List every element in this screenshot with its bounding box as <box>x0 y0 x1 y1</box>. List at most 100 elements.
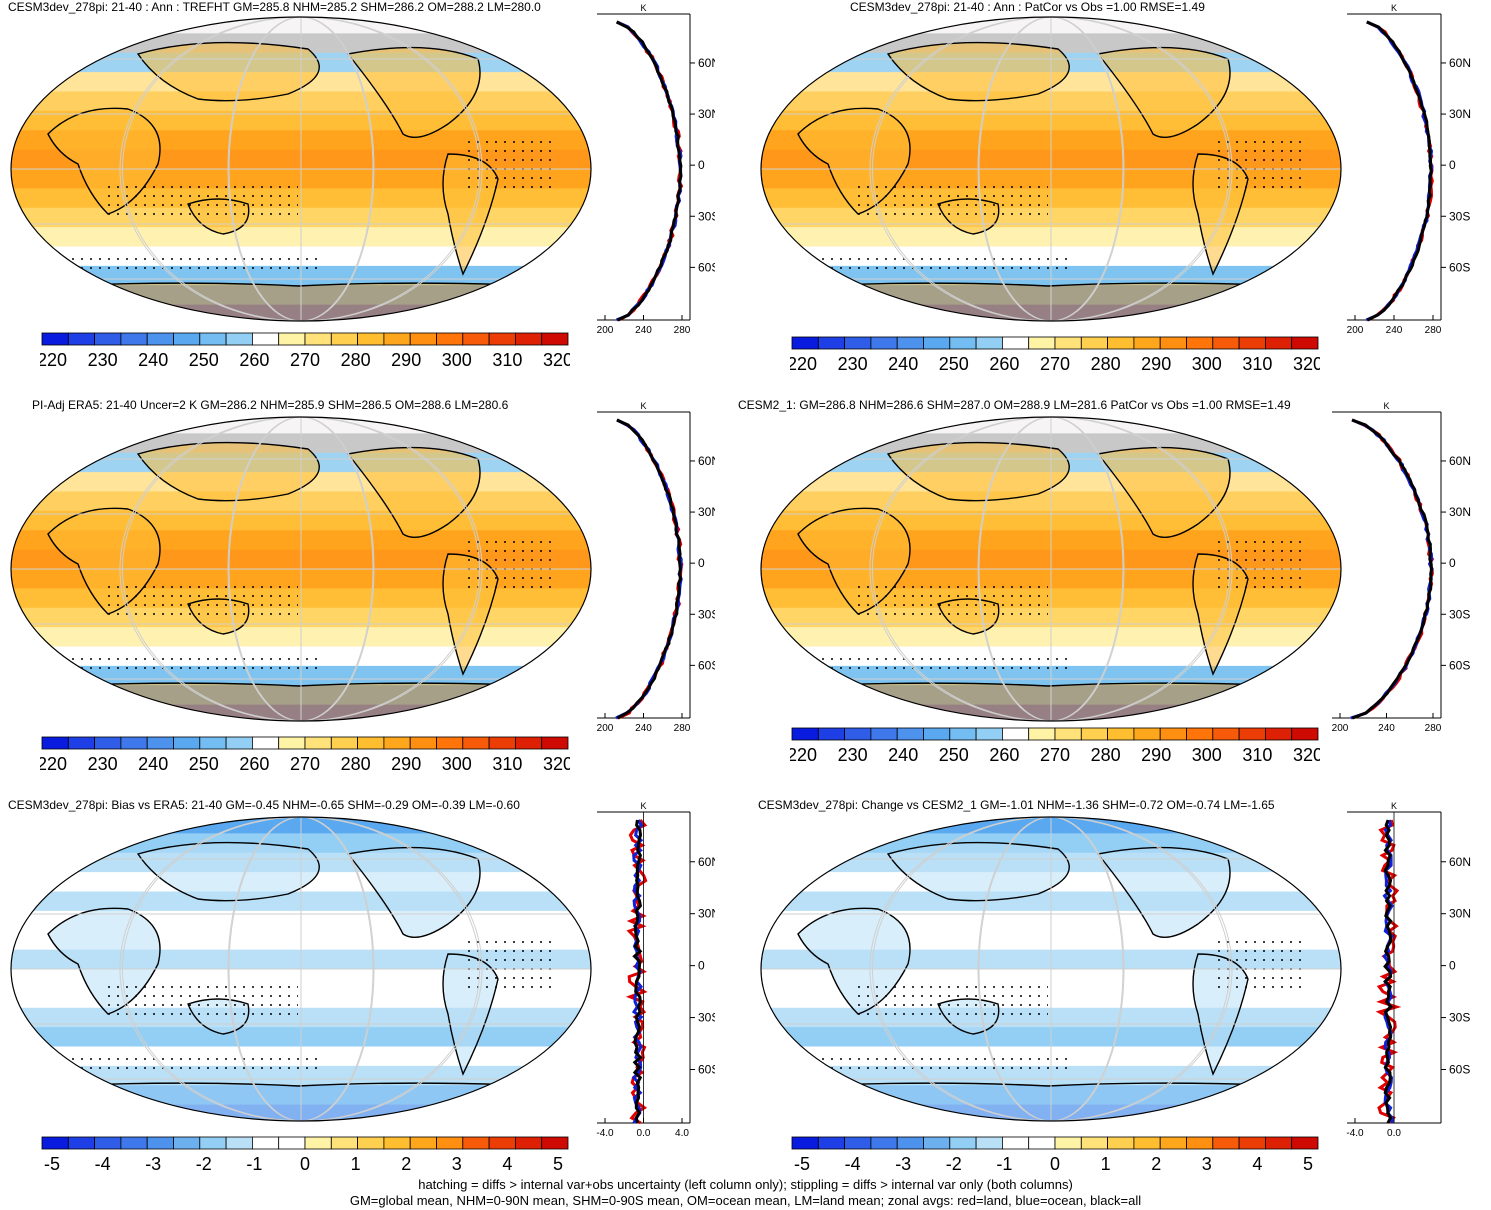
colorbar-label: -3 <box>895 1154 911 1174</box>
colorbar-swatch <box>817 1136 845 1150</box>
colorbar-swatch <box>251 736 280 750</box>
colorbar-label: 240 <box>138 350 168 370</box>
colorbar-swatch <box>844 727 872 741</box>
zonal-lat-label: 0 <box>698 158 705 172</box>
zonal-x-tick: 200 <box>1347 325 1364 336</box>
colorbar-label: 1 <box>1101 1154 1111 1174</box>
colorbar-swatch <box>975 336 1003 350</box>
zonal-x-tick: 200 <box>597 325 614 336</box>
stippling <box>468 134 558 194</box>
panel-title: CESM2_1: GM=286.8 NHM=286.6 SHM=287.0 OM… <box>738 398 1291 412</box>
colorbar-swatch <box>1133 1136 1161 1150</box>
zonal-lat-label: 60S <box>698 260 715 274</box>
zonal-mean-line <box>616 418 683 720</box>
colorbar-swatch <box>1159 1136 1187 1150</box>
zonal-lat-label: 0 <box>698 959 705 973</box>
colorbar-swatch <box>251 332 280 346</box>
colorbar-swatch <box>146 736 174 750</box>
stippling <box>108 984 298 1019</box>
colorbar-label: 240 <box>888 354 918 374</box>
colorbar-swatch <box>278 736 306 750</box>
zonal-mean-line <box>1351 418 1435 720</box>
colorbar-swatch <box>330 736 358 750</box>
zonal-unit-label: K <box>1391 801 1397 811</box>
zonal-mean-plot: K 60N 30N 0 30S 60S -4.0 0.0 <box>1346 801 1471 1139</box>
zonal-lat-label: 30N <box>698 107 715 121</box>
colorbar-label: 300 <box>442 754 472 774</box>
colorbar-swatch <box>1212 336 1240 350</box>
panel-title: CESM3dev_278pi: Bias vs ERA5: 21-40 GM=-… <box>8 798 520 812</box>
zonal-lat-label: 30S <box>698 607 715 621</box>
colorbar-swatch <box>251 1136 280 1150</box>
colorbar-swatch <box>1238 1136 1266 1150</box>
meridian-line <box>121 17 483 321</box>
colorbar-swatch <box>173 332 201 346</box>
colorbar-swatch <box>1107 1136 1135 1150</box>
continent-outline <box>136 841 320 902</box>
colorbar-swatch <box>146 1136 174 1150</box>
colorbar-label: 230 <box>838 745 868 765</box>
colorbar-label: 290 <box>1141 354 1171 374</box>
colorbar-swatch <box>541 736 569 750</box>
zonal-x-tick: 240 <box>635 723 652 734</box>
zonal-lat-label: 60N <box>698 454 715 468</box>
zonal-mean-line <box>1365 20 1434 322</box>
colorbar-swatch <box>173 1136 201 1150</box>
meridian-line <box>871 17 1233 321</box>
zonal-mean-plot: K 60N 30N 0 30S 60S 200 240 280 <box>597 401 715 734</box>
colorbar-swatch <box>1107 727 1135 741</box>
colorbar-swatch <box>436 736 464 750</box>
meridian-line <box>869 817 1231 1121</box>
colorbar-label: 270 <box>290 754 320 774</box>
colorbar-swatch <box>1212 1136 1240 1150</box>
colorbar-label: 310 <box>1242 745 1272 765</box>
stippling <box>108 584 298 619</box>
colorbar-swatch <box>817 336 845 350</box>
colorbar-label: 4 <box>502 1154 512 1174</box>
zonal-lat-label: 30S <box>1449 209 1470 223</box>
zonal-mean-plot: K 60N 30N 0 30S 60S -4.0 0.0 4.0 <box>596 801 715 1139</box>
meridian-line <box>227 17 374 321</box>
colorbar-label: 280 <box>341 350 371 370</box>
colorbar-label: -4 <box>95 1154 111 1174</box>
colorbar-swatch <box>1054 336 1082 350</box>
meridian-line <box>978 17 1125 321</box>
colorbar-swatch <box>1028 727 1056 741</box>
colorbar-swatch <box>357 332 385 346</box>
panel-title: CESM3dev_278pi: 21-40 : Ann : PatCor vs … <box>850 0 1205 14</box>
zonal-mean-plot: K 60N 30N 0 30S 60S 200 240 280 <box>1347 3 1471 336</box>
colorbar-label: 220 <box>40 350 67 370</box>
colorbar-swatch <box>949 727 977 741</box>
colorbar-label: 1 <box>351 1154 361 1174</box>
colorbar-swatch <box>409 736 437 750</box>
colorbar-swatch <box>975 727 1003 741</box>
colorbar-swatch <box>120 1136 148 1150</box>
colorbar-swatch <box>278 332 306 346</box>
map-border <box>10 16 592 322</box>
stippling <box>858 584 1048 619</box>
stippling <box>818 1054 1068 1074</box>
meridian-line <box>871 817 1233 1121</box>
colorbar-swatch <box>383 1136 411 1150</box>
zonal-lat-label: 30N <box>1449 107 1471 121</box>
zonal-mean-line <box>615 20 683 322</box>
colorbar-swatch <box>488 736 516 750</box>
map-panel <box>760 416 1342 722</box>
stippling <box>1218 934 1308 994</box>
meridian-line <box>228 17 375 321</box>
colorbar-swatch <box>436 1136 464 1150</box>
meridian-line <box>978 817 1125 1121</box>
colorbar-swatch <box>462 1136 490 1150</box>
colorbar-swatch <box>1186 336 1214 350</box>
colorbar-swatch <box>1028 1136 1056 1150</box>
colorbar-swatch <box>41 736 69 750</box>
zonal-lat-label: 30N <box>698 907 715 921</box>
colorbar-swatch <box>225 1136 253 1150</box>
colorbar-label: 240 <box>138 754 168 774</box>
stippling <box>858 984 1048 1019</box>
colorbar-swatch <box>94 332 122 346</box>
zonal-mean-line <box>1351 418 1433 720</box>
continent-outline <box>886 441 1070 502</box>
map-panel <box>10 416 592 722</box>
colorbar-swatch <box>1001 727 1030 741</box>
